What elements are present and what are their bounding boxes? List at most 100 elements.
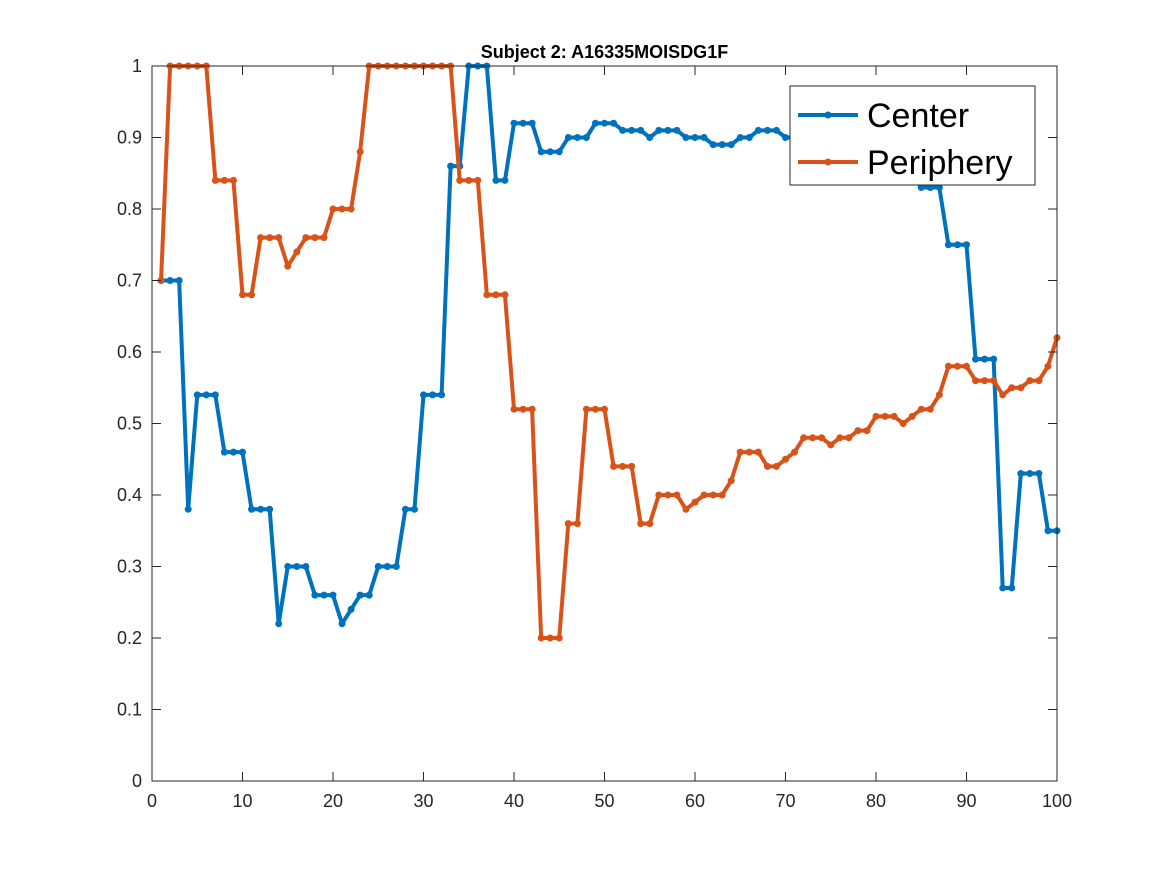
data-point-center [709, 141, 717, 149]
data-point-periphery [754, 448, 762, 456]
x-tick-label: 10 [232, 791, 252, 811]
data-point-periphery [501, 291, 509, 299]
data-point-periphery [211, 176, 219, 184]
data-point-center [438, 391, 446, 399]
data-point-periphery [537, 634, 545, 642]
data-point-center [510, 119, 518, 127]
data-point-periphery [573, 520, 581, 528]
data-point-periphery [338, 205, 346, 213]
data-point-center [763, 126, 771, 134]
data-point-center [682, 134, 690, 141]
x-tick-label: 50 [594, 791, 614, 811]
data-point-periphery [700, 491, 708, 499]
data-point-periphery [772, 462, 780, 470]
data-point-center [383, 563, 391, 570]
data-point-center [573, 134, 581, 141]
data-point-periphery [963, 362, 970, 370]
data-point-center [999, 584, 1007, 592]
data-point-periphery [736, 448, 744, 456]
data-point-center [736, 134, 744, 141]
data-point-periphery [926, 405, 934, 413]
y-tick-label: 0.5 [117, 414, 142, 434]
data-point-center [356, 591, 364, 599]
data-point-periphery [664, 491, 672, 499]
x-tick-label: 20 [323, 791, 343, 811]
x-tick-label: 100 [1042, 791, 1072, 811]
data-point-center [926, 184, 934, 192]
data-point-center [311, 591, 319, 599]
data-point-center [691, 134, 699, 141]
data-point-periphery [800, 434, 808, 442]
data-point-center [1008, 584, 1016, 592]
chart-title: Subject 2: A16335MOISDG1F [481, 42, 728, 62]
data-point-center [220, 448, 228, 456]
data-point-periphery [610, 462, 618, 470]
y-tick-label: 0.6 [117, 342, 142, 362]
data-point-periphery [863, 427, 871, 435]
data-point-center [528, 119, 536, 127]
data-point-periphery [727, 477, 735, 485]
data-point-center [700, 134, 708, 141]
data-point-periphery [673, 491, 681, 499]
data-point-periphery [637, 520, 645, 528]
data-point-center [347, 605, 355, 613]
data-point-center [990, 355, 998, 363]
data-point-center [981, 355, 989, 363]
data-point-center [392, 563, 400, 570]
data-point-periphery [972, 377, 980, 385]
x-tick-label: 0 [147, 791, 157, 811]
y-tick-label: 0.8 [117, 199, 142, 219]
data-point-periphery [1008, 384, 1016, 392]
data-point-center [664, 126, 672, 134]
data-point-center [447, 162, 455, 170]
data-point-periphery [546, 634, 554, 642]
data-point-periphery [718, 491, 726, 499]
y-tick-label: 0.3 [117, 557, 142, 577]
data-point-periphery [999, 391, 1007, 399]
data-point-periphery [284, 262, 292, 270]
data-point-periphery [601, 405, 608, 413]
data-point-periphery [293, 248, 301, 256]
legend-swatch-marker [824, 111, 832, 119]
data-point-center [953, 241, 961, 249]
data-point-periphery [763, 462, 771, 470]
data-point-center [329, 591, 337, 599]
data-point-center [239, 448, 246, 456]
data-point-periphery [782, 455, 789, 463]
data-point-center [601, 119, 608, 127]
y-tick-label: 0.4 [117, 485, 142, 505]
data-point-center [963, 241, 970, 249]
legend-label-center: Center [867, 97, 969, 135]
legend: Center Periphery [789, 85, 1036, 186]
data-point-periphery [564, 520, 572, 528]
data-point-center [284, 563, 292, 570]
data-point-periphery [275, 234, 283, 242]
data-point-periphery [854, 427, 862, 435]
data-point-center [546, 148, 554, 156]
data-point-periphery [935, 391, 943, 399]
ticks-layer: 0 10 20 30 40 50 60 70 80 90 100 0 0.1 0.2 0.3 0.4 0.5 0.… [117, 56, 1072, 811]
data-point-periphery [628, 462, 636, 470]
data-point-center [655, 126, 663, 134]
data-point-center [1035, 470, 1043, 478]
data-point-periphery [320, 234, 328, 242]
data-point-center [745, 134, 753, 141]
data-point-periphery [1026, 377, 1034, 385]
y-tick-label: 0 [132, 771, 142, 791]
data-point-periphery [890, 412, 898, 420]
data-point-center [935, 184, 943, 192]
x-tick-label: 70 [775, 791, 795, 811]
data-point-center [917, 184, 925, 192]
y-tick-label: 0.9 [117, 128, 142, 148]
data-point-center [1044, 527, 1052, 535]
data-point-periphery [836, 434, 844, 442]
data-point-center [944, 241, 952, 249]
data-point-center [229, 448, 237, 456]
data-point-periphery [483, 291, 491, 299]
data-point-periphery [745, 448, 753, 456]
data-point-periphery [591, 405, 599, 413]
data-point-periphery [329, 205, 337, 213]
data-point-periphery [1035, 377, 1043, 385]
data-point-periphery [157, 277, 165, 284]
